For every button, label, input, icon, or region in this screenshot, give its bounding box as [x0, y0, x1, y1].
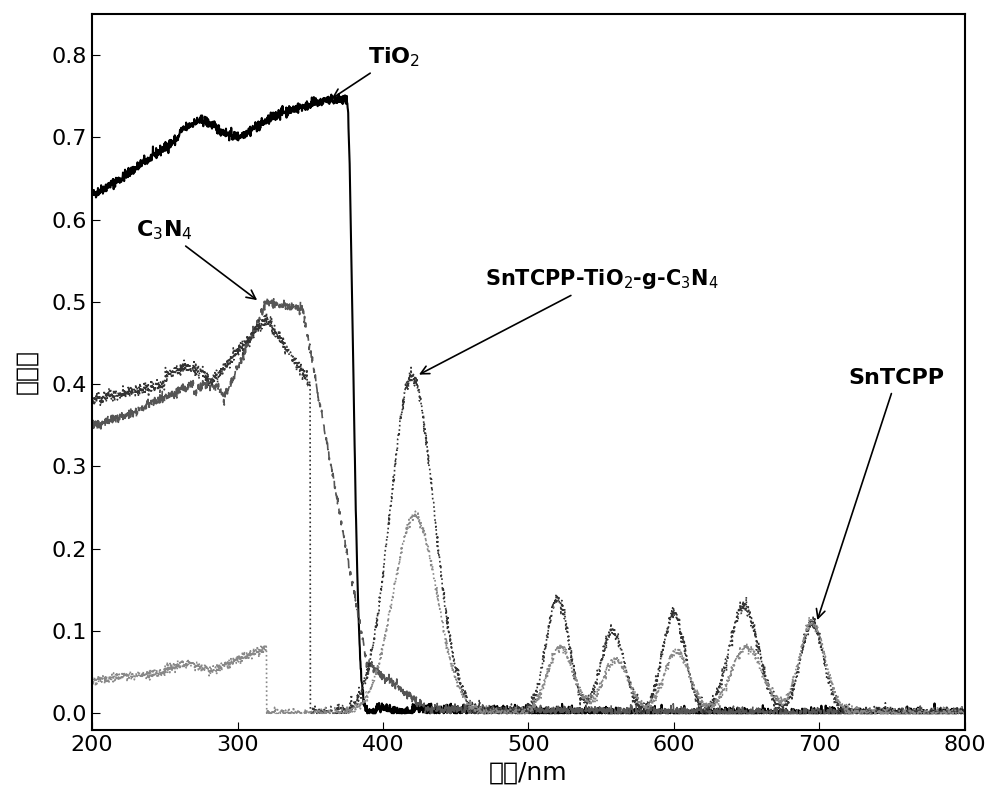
SnTCPP-TiO$_2$-g-C$_3$N$_4$	[260, 308, 272, 318]
TiO$_2$	[186, 119, 198, 128]
Line: C$_3$N$_4$: C$_3$N$_4$	[92, 297, 965, 713]
SnTCPP	[86, 674, 98, 683]
TiO$_2$	[361, 709, 373, 718]
TiO$_2$	[959, 709, 971, 718]
Line: SnTCPP: SnTCPP	[92, 512, 965, 713]
C$_3$N$_4$	[421, 704, 433, 713]
TiO$_2$	[459, 704, 471, 713]
SnTCPP	[261, 709, 273, 718]
SnTCPP-TiO$_2$-g-C$_3$N$_4$	[305, 709, 317, 718]
SnTCPP	[848, 705, 860, 715]
TiO$_2$	[421, 706, 433, 716]
TiO$_2$	[848, 705, 860, 714]
SnTCPP	[942, 706, 954, 716]
SnTCPP-TiO$_2$-g-C$_3$N$_4$	[237, 341, 249, 350]
C$_3$N$_4$	[848, 709, 860, 718]
Y-axis label: 吸光度: 吸光度	[14, 350, 38, 394]
TiO$_2$	[942, 707, 954, 717]
SnTCPP	[959, 709, 971, 718]
SnTCPP-TiO$_2$-g-C$_3$N$_4$	[848, 703, 860, 713]
TiO$_2$	[333, 89, 345, 99]
SnTCPP-TiO$_2$-g-C$_3$N$_4$	[942, 709, 954, 718]
X-axis label: 波长/nm: 波长/nm	[489, 760, 568, 784]
TiO$_2$	[86, 189, 98, 199]
Text: TiO$_2$: TiO$_2$	[333, 45, 421, 97]
C$_3$N$_4$	[86, 425, 98, 435]
C$_3$N$_4$	[261, 292, 273, 302]
Text: SnTCPP-TiO$_2$-g-C$_3$N$_4$: SnTCPP-TiO$_2$-g-C$_3$N$_4$	[421, 267, 719, 373]
SnTCPP-TiO$_2$-g-C$_3$N$_4$	[959, 705, 971, 715]
SnTCPP-TiO$_2$-g-C$_3$N$_4$	[421, 447, 433, 456]
C$_3$N$_4$	[942, 709, 954, 718]
SnTCPP	[186, 656, 198, 666]
C$_3$N$_4$	[186, 383, 198, 393]
SnTCPP-TiO$_2$-g-C$_3$N$_4$	[86, 400, 98, 409]
SnTCPP-TiO$_2$-g-C$_3$N$_4$	[186, 364, 198, 373]
Text: SnTCPP: SnTCPP	[816, 368, 944, 618]
Line: TiO$_2$: TiO$_2$	[92, 94, 965, 713]
C$_3$N$_4$	[959, 709, 971, 718]
Line: SnTCPP-TiO$_2$-g-C$_3$N$_4$: SnTCPP-TiO$_2$-g-C$_3$N$_4$	[92, 313, 965, 713]
SnTCPP	[459, 692, 471, 701]
Text: C$_3$N$_4$: C$_3$N$_4$	[136, 218, 256, 299]
SnTCPP	[237, 650, 249, 659]
C$_3$N$_4$	[459, 701, 471, 711]
SnTCPP	[421, 541, 433, 551]
C$_3$N$_4$	[419, 709, 431, 718]
C$_3$N$_4$	[237, 349, 249, 358]
SnTCPP	[409, 507, 421, 516]
TiO$_2$	[237, 133, 249, 143]
SnTCPP-TiO$_2$-g-C$_3$N$_4$	[459, 685, 471, 694]
